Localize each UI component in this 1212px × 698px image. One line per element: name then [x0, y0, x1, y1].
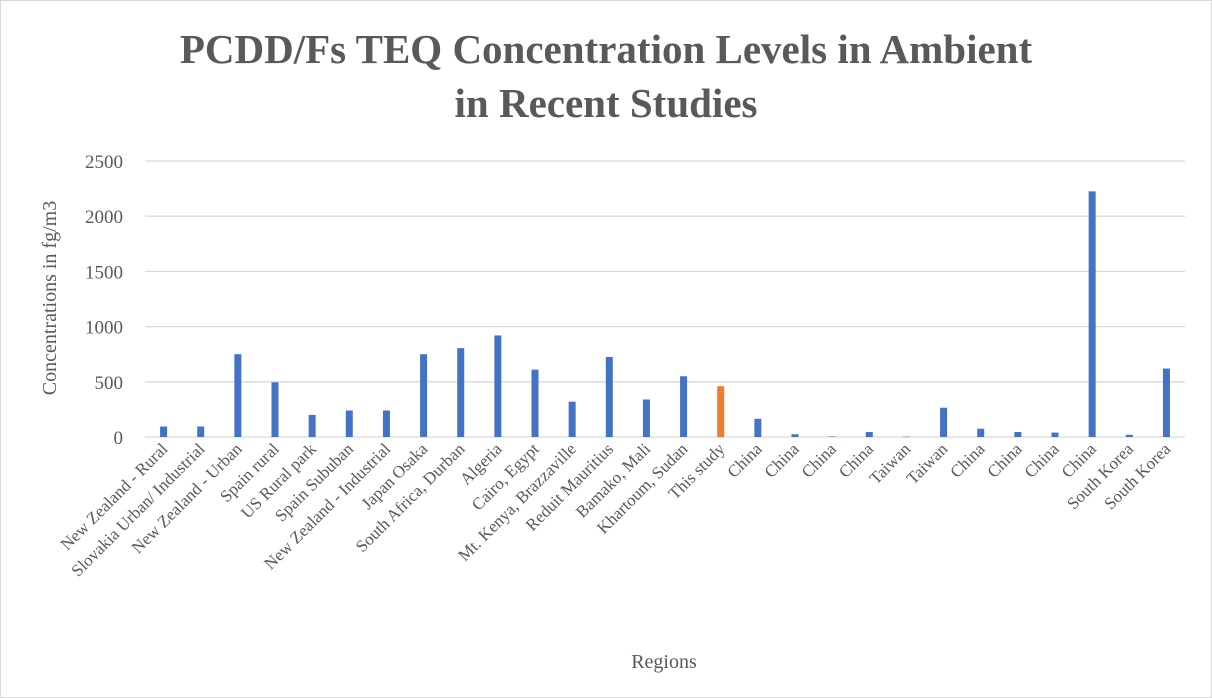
bar-23 [1014, 432, 1022, 437]
bar-11 [568, 401, 576, 437]
bar-1 [197, 426, 205, 437]
x-category-label: China [984, 439, 1026, 481]
y-axis-title: Concentrations in fg/m3 [39, 201, 61, 395]
bar-8 [457, 348, 465, 437]
bar-27 [1162, 368, 1170, 437]
x-category-label: China [1021, 439, 1063, 481]
y-tick-label: 2000 [85, 207, 123, 228]
bar-5 [345, 410, 353, 437]
x-category-label: China [798, 439, 840, 481]
bar-12 [605, 356, 613, 437]
bar-19 [865, 432, 873, 437]
bar-21 [940, 407, 948, 437]
y-tick-label: 500 [95, 373, 124, 394]
chart-title-line-2: in Recent Studies [454, 80, 758, 126]
x-axis-title: Regions [631, 651, 697, 673]
chart-title: PCDD/Fs TEQ Concentration Levels in Ambi… [0, 22, 1212, 130]
x-category-label: Taiwan [903, 439, 952, 488]
bar-10 [531, 369, 539, 437]
bar-22 [977, 428, 985, 437]
y-axis-ticks: 0 500 1000 1500 2000 2500 [85, 152, 123, 449]
bar-6 [382, 410, 390, 437]
bar-13 [642, 399, 650, 437]
bar-26 [1125, 434, 1133, 437]
bar-0 [160, 426, 168, 437]
y-tick-label: 2500 [85, 152, 123, 173]
bar-24 [1051, 432, 1059, 437]
bar-3 [271, 382, 279, 437]
y-tick-label: 1500 [85, 262, 123, 283]
bar-25 [1088, 191, 1096, 437]
bar-14 [680, 376, 688, 437]
bar-9 [494, 335, 502, 437]
y-tick-label: 0 [114, 428, 124, 449]
bars [160, 191, 1170, 438]
bar-20 [902, 436, 910, 438]
bar-15 [717, 386, 725, 437]
bar-7 [420, 354, 428, 437]
y-tick-label: 1000 [85, 318, 123, 339]
bar-18 [828, 436, 836, 437]
x-category-label: China [724, 439, 766, 481]
chart-title-line-1: PCDD/Fs TEQ Concentration Levels in Ambi… [179, 26, 1033, 72]
x-category-label: Taiwan [866, 439, 915, 488]
bar-16 [754, 418, 762, 437]
x-category-label: China [761, 439, 803, 481]
bar-4 [308, 414, 316, 437]
bar-17 [791, 434, 799, 437]
x-category-label: China [946, 439, 988, 481]
bar-2 [234, 354, 242, 437]
gridlines [145, 160, 1185, 438]
